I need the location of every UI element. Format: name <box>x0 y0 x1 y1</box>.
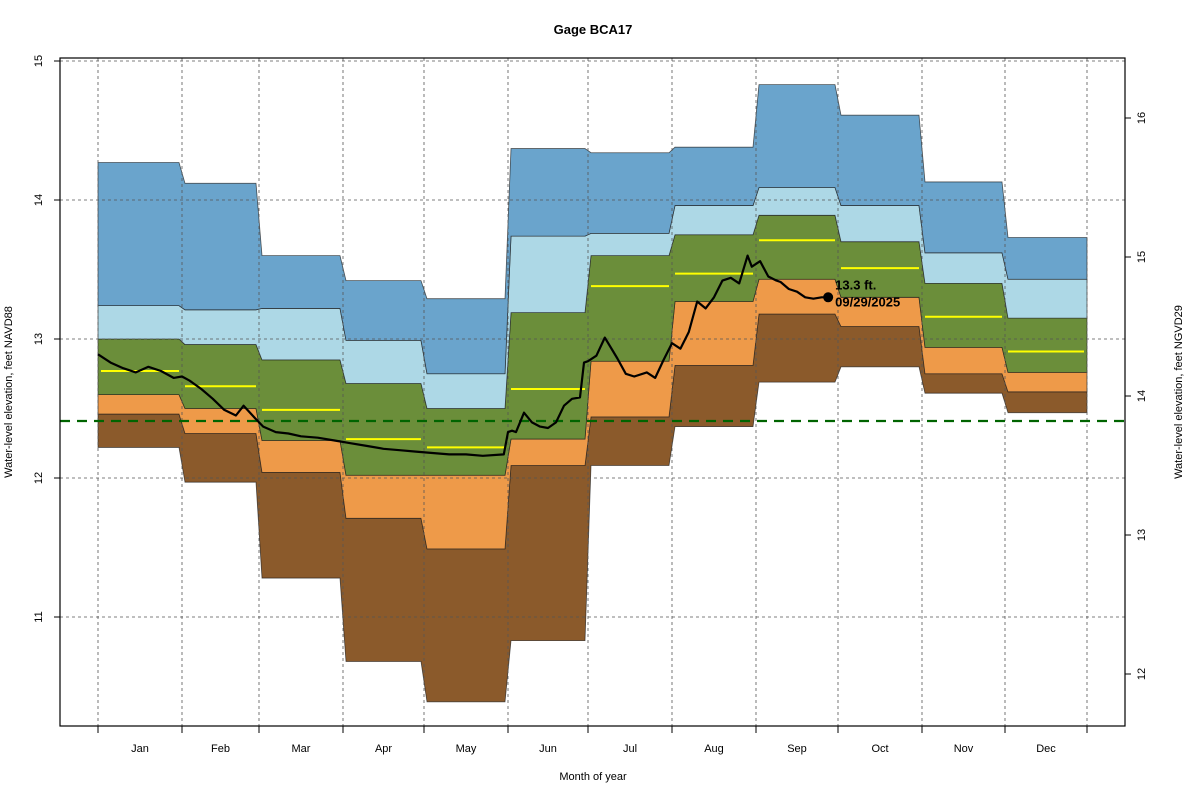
y-axis-label-right: Water-level elevation, feet NGVD29 <box>1173 305 1185 479</box>
x-tick-label-dec: Dec <box>1036 743 1056 755</box>
x-tick-label-sep: Sep <box>787 743 807 755</box>
x-tick-label-mar: Mar <box>292 743 311 755</box>
x-tick-label-nov: Nov <box>954 743 974 755</box>
x-tick-label-aug: Aug <box>704 743 724 755</box>
observed-series-group <box>97 254 834 457</box>
percentile-bands <box>97 84 1088 703</box>
left-tick-label: 15 <box>33 55 45 67</box>
right-tick-label: 16 <box>1136 112 1148 124</box>
x-tick-label-jan: Jan <box>131 743 149 755</box>
right-tick-label: 12 <box>1136 668 1148 680</box>
x-axis-label: Month of year <box>559 771 627 783</box>
left-tick-label: 14 <box>33 194 45 206</box>
annotation-date: 09/29/2025 <box>835 294 900 309</box>
annotation-value: 13.3 ft. <box>835 277 876 292</box>
band-p90-max <box>97 84 1088 375</box>
right-tick-label: 15 <box>1136 251 1148 263</box>
y-axis-label-left: Water-level elevation, feet NAVD88 <box>3 306 15 478</box>
x-tick-label-feb: Feb <box>211 743 230 755</box>
axes: 11 12 13 14 15 12 13 14 15 16 Jan Feb Mar Apr May Jun Ju… <box>33 55 1148 755</box>
left-tick-label: 11 <box>33 611 45 622</box>
x-tick-label-may: May <box>456 743 477 755</box>
latest-point-marker <box>823 292 834 303</box>
right-tick-label: 13 <box>1136 529 1148 541</box>
x-tick-label-jun: Jun <box>539 743 557 755</box>
median-lines <box>101 239 1084 449</box>
left-tick-label: 12 <box>33 472 45 484</box>
x-tick-label-oct: Oct <box>871 743 888 755</box>
observed-line <box>97 254 829 457</box>
x-tick-label-apr: Apr <box>375 743 392 755</box>
chart-title: Gage BCA17 <box>554 22 633 37</box>
x-tick-label-jul: Jul <box>623 743 637 755</box>
right-tick-label: 14 <box>1136 390 1148 402</box>
plot-frame <box>59 57 1126 727</box>
left-tick-label: 13 <box>33 333 45 345</box>
